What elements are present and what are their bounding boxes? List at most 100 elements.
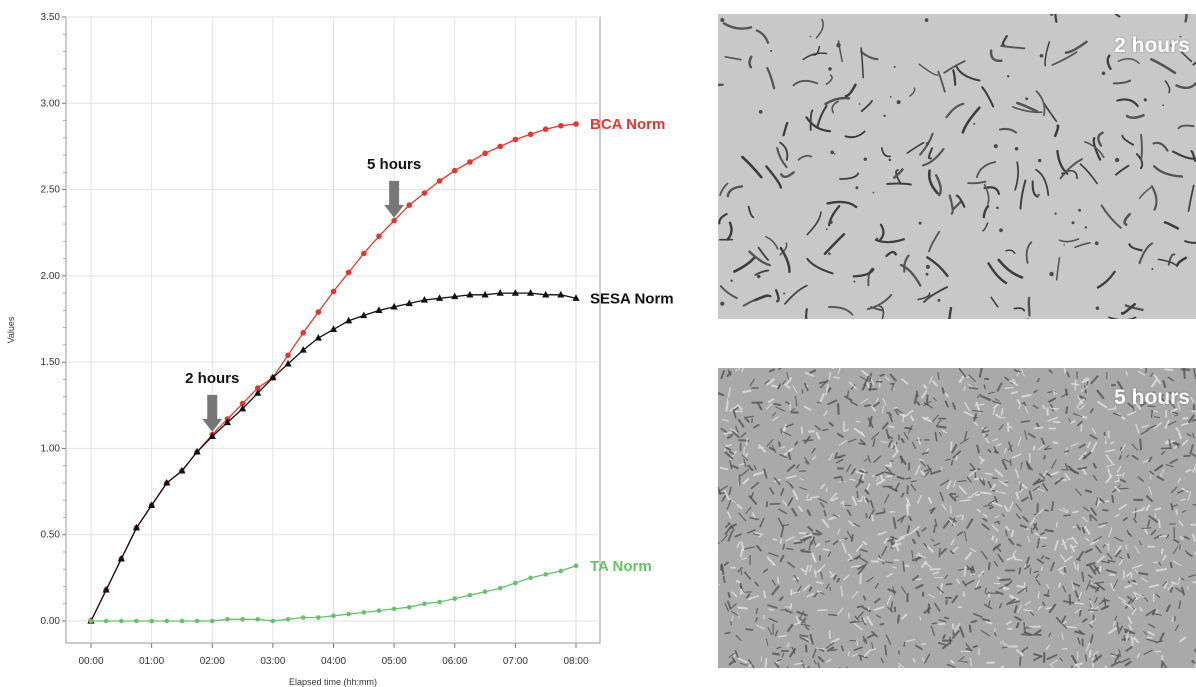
ta-norm-point [391, 606, 397, 612]
filament [1175, 256, 1188, 267]
granule [1113, 536, 1124, 542]
granule [767, 626, 773, 636]
granule [1177, 401, 1181, 411]
filament [724, 56, 742, 61]
granule [877, 531, 887, 536]
granule [730, 464, 739, 470]
filament [860, 50, 879, 61]
granule [1129, 580, 1138, 585]
granule [853, 427, 864, 436]
granule [1127, 402, 1134, 408]
granule [994, 468, 1004, 477]
granule [1107, 559, 1116, 563]
granule [993, 450, 1000, 454]
granule [850, 534, 854, 543]
granule [1180, 498, 1186, 502]
granule [1061, 469, 1070, 471]
granule [1116, 399, 1125, 404]
granule [964, 579, 975, 586]
granule [894, 482, 900, 491]
granule [900, 517, 905, 523]
granule [883, 537, 889, 544]
granule [888, 411, 893, 423]
granule [863, 496, 868, 503]
granule [743, 571, 752, 580]
granule [1126, 595, 1134, 602]
granule [866, 633, 876, 639]
granule [972, 409, 984, 413]
filament [765, 235, 779, 250]
granule [1122, 517, 1128, 522]
granule [991, 535, 995, 541]
granule [768, 368, 775, 373]
granule [951, 444, 958, 454]
granule [1077, 401, 1084, 407]
granule [1006, 580, 1013, 587]
ta-norm-point [346, 611, 351, 617]
granule [1122, 472, 1125, 477]
granule [1191, 659, 1196, 665]
granule [780, 446, 786, 449]
filament [892, 168, 904, 179]
granule [1169, 561, 1173, 569]
granule [1133, 400, 1142, 410]
granule [840, 645, 844, 652]
granule [984, 587, 987, 594]
granule [1006, 598, 1016, 606]
granule [1175, 587, 1184, 594]
y-tick-label: 3.00 [41, 98, 61, 109]
granule [846, 530, 853, 540]
granule [923, 400, 932, 407]
granule [1071, 580, 1075, 592]
ta-norm-point [558, 568, 564, 574]
granule [771, 412, 777, 417]
granule [1172, 538, 1180, 544]
granule [1004, 586, 1010, 591]
granule [858, 442, 866, 446]
granule [756, 401, 763, 411]
filament [779, 141, 789, 161]
filament [718, 83, 724, 87]
granule [1045, 472, 1053, 478]
granule [1087, 574, 1093, 579]
granule [1033, 523, 1039, 531]
granule [1150, 372, 1154, 378]
granule [1061, 623, 1068, 629]
granule [1134, 592, 1145, 598]
filament [899, 263, 922, 287]
granule [1116, 625, 1122, 631]
sesa-norm-point [284, 359, 292, 367]
granule [790, 591, 801, 595]
particle [809, 35, 812, 38]
granule [735, 368, 742, 372]
granule [823, 410, 829, 417]
granule [1054, 477, 1064, 485]
granule [995, 590, 1004, 596]
ta-norm-point [285, 616, 291, 622]
granule [857, 566, 866, 575]
granule [951, 623, 955, 630]
granule [1130, 635, 1134, 641]
granule [827, 399, 838, 406]
filament [928, 230, 941, 253]
ta-norm-label: TA Norm [590, 558, 652, 575]
granule [905, 504, 909, 516]
filament [826, 200, 858, 209]
granule [862, 606, 872, 613]
granule [988, 506, 994, 510]
granule [913, 393, 918, 405]
granule [1043, 508, 1049, 512]
granule [998, 583, 1008, 590]
filament [719, 285, 738, 300]
granule [987, 561, 991, 571]
granule [1096, 389, 1105, 399]
granule [837, 456, 843, 459]
granule [862, 635, 866, 643]
granule [884, 561, 894, 564]
granule [729, 603, 737, 610]
granule [778, 508, 788, 515]
granule [1181, 439, 1189, 446]
granule [1078, 609, 1082, 617]
granule [872, 438, 876, 447]
granule [779, 538, 783, 544]
